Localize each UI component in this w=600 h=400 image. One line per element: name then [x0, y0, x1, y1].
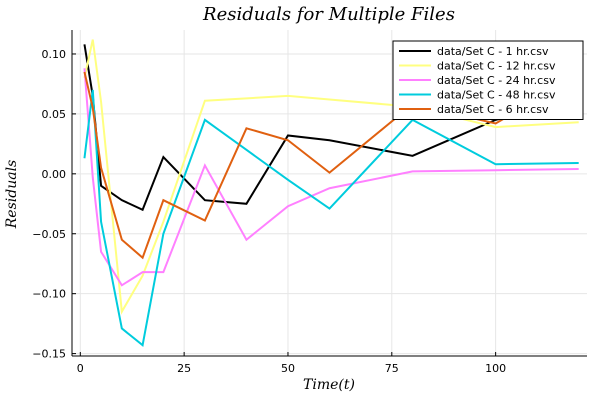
x-tick-label: 50: [281, 362, 295, 375]
x-tick-label: 75: [385, 362, 399, 375]
y-tick-label: 0.00: [42, 168, 67, 181]
series-line: [83, 44, 579, 212]
axis-layer: 0 25 50 75 100 −0.15 −0.10 −0.05 0.00 0.05 0.10: [32, 30, 587, 375]
x-tick-label: 0: [77, 362, 84, 375]
legend-label: data/Set C - 6 hr.csv: [437, 103, 549, 116]
y-tick-label: −0.15: [32, 348, 66, 361]
legend-label: data/Set C - 12 hr.csv: [437, 60, 556, 73]
y-tick-label: 0.05: [42, 108, 67, 121]
x-axis-label: Time(t): [303, 377, 355, 393]
series-line: [83, 68, 579, 287]
x-tick-label: 25: [177, 362, 191, 375]
chart-title: Residuals for Multiple Files: [202, 4, 455, 25]
y-axis-label: Residuals: [4, 160, 20, 229]
y-tick-label: −0.10: [32, 288, 66, 301]
legend-label: data/Set C - 24 hr.csv: [437, 74, 556, 87]
legend-label: data/Set C - 48 hr.csv: [437, 89, 556, 102]
y-tick-label: 0.10: [42, 48, 67, 61]
legend-label: data/Set C - 1 hr.csv: [437, 45, 549, 58]
x-tick-label: 100: [485, 362, 506, 375]
legend: data/Set C - 1 hr.csv data/Set C - 12 hr.…: [392, 40, 584, 120]
y-tick-label: −0.05: [32, 228, 66, 241]
